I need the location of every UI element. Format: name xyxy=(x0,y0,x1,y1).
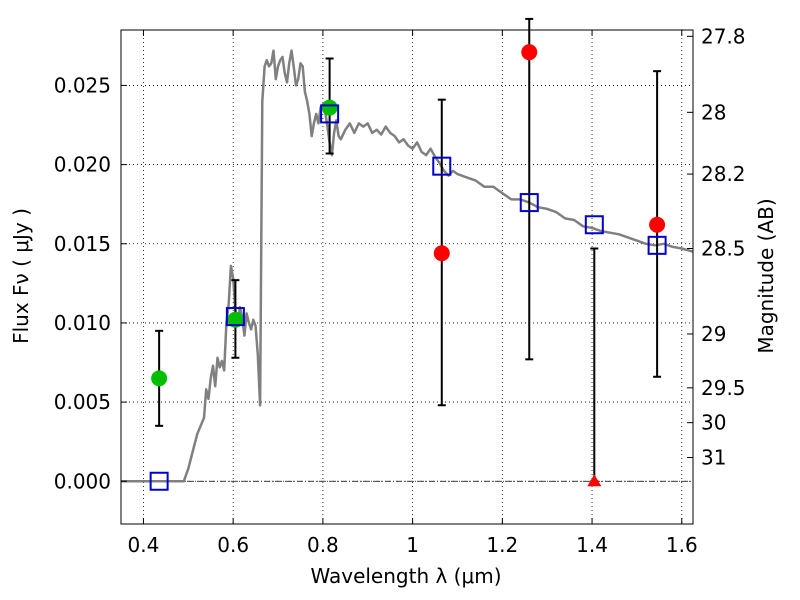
right-magnitude-tick-labels: 27.8 28 28.2 28.5 29 29.5 30 31 xyxy=(701,24,746,469)
x-tick-label: 1.6 xyxy=(666,533,698,557)
model-square-marker xyxy=(647,235,667,255)
y-tick-label: 0.005 xyxy=(54,390,111,414)
model-square-marker xyxy=(519,193,539,213)
green-data-point xyxy=(321,99,338,116)
x-tick-label: 0.8 xyxy=(307,533,339,557)
y-tick-label: 0.025 xyxy=(54,73,111,97)
x-tick-label: 1 xyxy=(406,533,419,557)
red-data-point xyxy=(433,245,450,262)
right-tick-label: 28 xyxy=(701,100,726,124)
x-tick-labels: 0.4 0.6 0.8 1 1.2 1.4 1.6 xyxy=(128,533,698,557)
right-tick-label: 30 xyxy=(701,411,726,435)
x-tick-label: 0.4 xyxy=(128,533,160,557)
axis-ticks xyxy=(121,30,693,524)
right-tick-label: 28.2 xyxy=(701,162,746,186)
right-axis-title: Magnitude (AB) xyxy=(754,198,778,353)
observation-markers xyxy=(151,44,666,487)
red-data-point xyxy=(521,44,538,61)
plot-frame xyxy=(120,29,694,525)
red-data-point xyxy=(649,216,666,233)
right-tick-label: 29.5 xyxy=(701,376,746,400)
model-square-marker xyxy=(149,471,169,491)
error-bars xyxy=(155,17,662,483)
y-tick-label: 0.020 xyxy=(54,153,111,177)
y-tick-label: 0.015 xyxy=(54,232,111,256)
upper-limit-triangle-marker xyxy=(587,474,602,487)
y-tick-labels: 0.000 0.005 0.010 0.015 0.020 0.025 xyxy=(54,73,111,493)
green-data-point xyxy=(151,370,168,387)
x-tick-label: 1.4 xyxy=(576,533,608,557)
right-tick-label: 31 xyxy=(701,446,726,470)
x-axis-title: Wavelength λ (μm) xyxy=(310,564,501,588)
model-square-marker xyxy=(225,307,245,327)
right-tick-label: 28.5 xyxy=(701,237,746,261)
grid-lines xyxy=(121,30,693,524)
right-tick-label: 29 xyxy=(701,322,726,346)
model-square-marker xyxy=(320,104,340,124)
y-axis-title: Flux Fν ( μJy ) xyxy=(9,208,33,344)
model-squares xyxy=(149,104,667,491)
model-square-marker xyxy=(584,215,604,235)
sed-spectrum-line xyxy=(121,49,694,483)
y-tick-label: 0.010 xyxy=(54,311,111,335)
green-data-point xyxy=(227,311,244,328)
y-tick-label: 0.000 xyxy=(54,469,111,493)
right-tick-label: 27.8 xyxy=(701,24,746,48)
x-tick-label: 1.2 xyxy=(486,533,518,557)
x-tick-label: 0.6 xyxy=(217,533,249,557)
model-square-marker xyxy=(432,156,452,176)
